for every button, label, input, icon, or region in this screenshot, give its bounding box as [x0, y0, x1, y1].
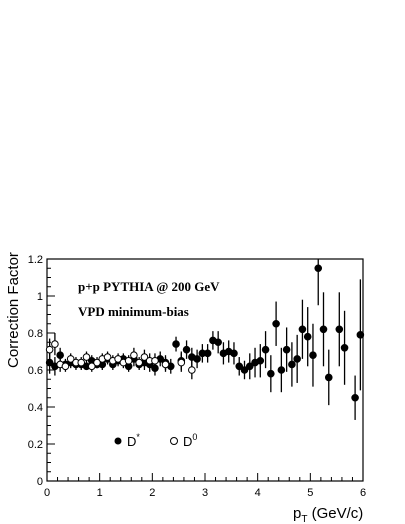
data-point-d0 [87, 362, 96, 371]
x-tick-label: 1 [97, 487, 103, 499]
legend-marker-d0 [170, 437, 178, 445]
y-tick-label: 1.2 [28, 254, 43, 266]
data-point-dstar [214, 338, 222, 347]
legend-label-dstar: D* [127, 432, 140, 449]
y-tick-label: 0.4 [28, 402, 43, 414]
data-point-dstar [303, 332, 312, 341]
x-tick-label: 4 [255, 487, 261, 499]
data-point-dstar [288, 360, 296, 369]
legend: D* D0 [114, 432, 197, 449]
data-point-dstar [256, 356, 265, 365]
x-axis-label-main: p [293, 505, 301, 522]
data-point-dstar [182, 345, 191, 354]
x-tick-label: 2 [149, 487, 155, 499]
data-point-dstar [193, 355, 201, 363]
x-axis-label-subscript: T [301, 514, 307, 524]
data-point-d0 [66, 355, 75, 363]
data-point-dstar [351, 393, 359, 402]
data-point-dstar [267, 369, 275, 378]
y-tick-label: 1 [37, 291, 43, 303]
data-point-d0 [140, 353, 149, 361]
y-tick-label: 0.2 [28, 439, 43, 451]
data-point-dstar [203, 349, 212, 358]
x-axis-label: pT (GeV/c) [293, 505, 363, 524]
data-point-dstar [261, 345, 270, 354]
data-point-d0 [114, 355, 122, 363]
data-point-dstar [272, 319, 280, 328]
data-point-dstar [319, 325, 328, 334]
data-point-d0 [130, 351, 138, 360]
annotation-generator: p+p PYTHIA @ 200 GeV [78, 279, 220, 294]
data-point-d0 [103, 353, 112, 361]
legend-marker-dstar [114, 437, 122, 445]
data-marks [45, 259, 365, 420]
data-point-d0 [135, 358, 143, 367]
data-point-dstar [298, 325, 307, 334]
data-point-dstar [309, 351, 317, 360]
data-point-dstar [235, 362, 244, 371]
tick-labels: 0 1 2 3 4 5 6 0 0.2 0.4 0.6 0.8 1 1.2 [28, 254, 366, 499]
data-point-dstar [277, 366, 286, 374]
data-point-dstar [245, 362, 254, 371]
data-point-d0 [151, 356, 159, 365]
data-point-dstar [324, 373, 333, 382]
data-point-d0 [77, 358, 86, 367]
data-point-d0 [124, 356, 133, 365]
data-point-dstar [314, 264, 323, 273]
data-point-d0 [45, 345, 54, 354]
x-tick-label: 0 [44, 487, 50, 499]
x-tick-label: 6 [360, 487, 366, 499]
data-point-dstar [230, 349, 238, 358]
y-axis-label: Correction Factor [5, 252, 22, 368]
data-point-dstar [240, 366, 249, 374]
data-point-dstar [335, 325, 344, 334]
data-point-d0 [188, 366, 196, 374]
y-tick-label: 0 [37, 476, 43, 488]
y-tick-label: 0.8 [28, 328, 43, 340]
data-point-dstar [356, 331, 365, 339]
data-point-d0 [161, 360, 170, 369]
data-point-d0 [82, 353, 91, 361]
annotation-trigger: VPD minimum-bias [78, 304, 189, 319]
legend-label-d0: D0 [183, 432, 197, 449]
series-d0 [45, 333, 196, 380]
data-point-dstar [172, 340, 180, 348]
x-tick-label: 5 [307, 487, 313, 499]
data-point-d0 [61, 362, 70, 371]
data-point-d0 [93, 358, 101, 367]
y-tick-label: 0.6 [28, 365, 43, 377]
data-point-d0 [51, 340, 59, 348]
data-point-dstar [340, 344, 349, 352]
data-point-d0 [177, 358, 186, 367]
data-point-dstar [293, 355, 301, 363]
x-tick-label: 3 [202, 487, 208, 499]
data-point-dstar [282, 345, 291, 354]
x-axis-label-units: (GeV/c) [307, 505, 363, 522]
